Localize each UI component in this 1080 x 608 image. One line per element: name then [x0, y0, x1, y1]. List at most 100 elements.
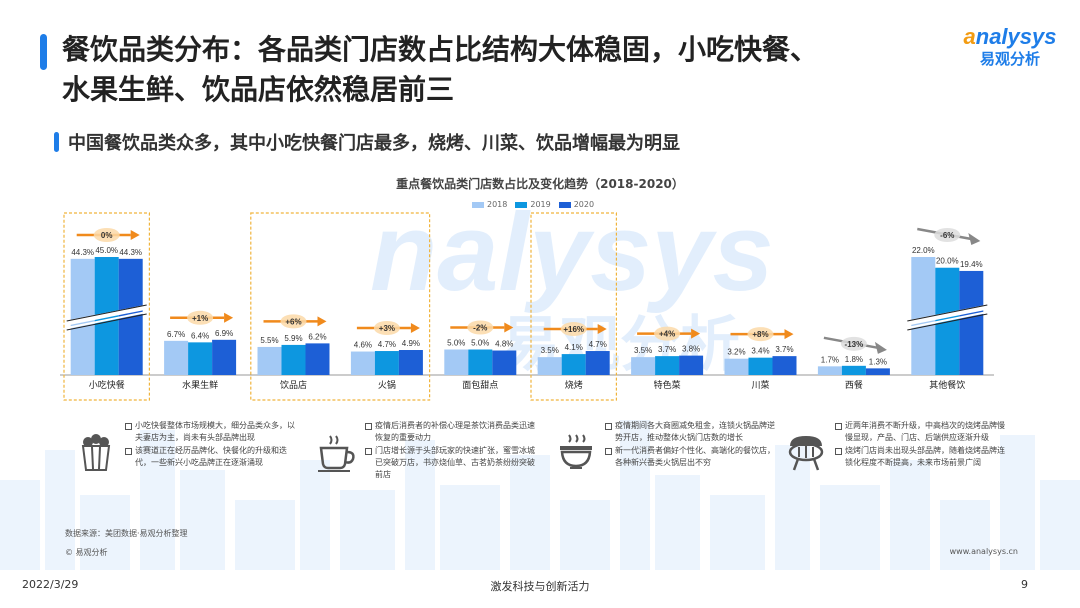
change-bubble [747, 327, 774, 342]
bar-value-label: 4.7% [378, 340, 396, 349]
axis-break-mark [66, 311, 147, 329]
bar-value-label: 5.0% [471, 339, 489, 348]
bar-value-label: 3.7% [658, 345, 676, 354]
subtitle-accent-bar [54, 132, 59, 152]
bar-2020-3 [305, 343, 330, 375]
bar-2019-6 [561, 354, 586, 375]
title-line-1: 餐饮品类分布：各品类门店数占比结构大体稳固，小吃快餐、 [62, 33, 819, 66]
city-skyline-background [0, 420, 1080, 570]
bar-value-label: 6.7% [167, 330, 185, 339]
note-item: 疫情期间各大商圈减免租金，连锁火锅品牌逆势开店，推动整体火锅门店数的增长 [605, 420, 775, 444]
legend-item-2020: 2020 [558, 200, 595, 209]
bar-2019-9 [841, 365, 866, 375]
bar-2020-8 [772, 356, 797, 375]
note-list: 疫情后消费者的补偿心理是茶饮消费品类迅速恢复的重要动力 门店增长源于头部玩家的快… [365, 420, 535, 482]
change-arrow-head [317, 316, 327, 327]
bar-value-label: 44.3% [119, 248, 142, 257]
change-label: +8% [752, 330, 768, 339]
change-bubble [560, 322, 587, 337]
axis-break-line [907, 313, 988, 331]
change-label: +4% [659, 330, 675, 339]
change-bubble [187, 310, 214, 325]
change-label: +16% [563, 325, 584, 334]
bar-value-label: 4.8% [495, 340, 513, 349]
bar-value-label: 6.4% [191, 331, 209, 340]
bar-value-label: 4.6% [354, 341, 372, 350]
bar-value-label: 22.0% [912, 246, 935, 255]
note-item: 近两年消费不断升级，中高档次的烧烤品牌慢慢显现，产品、门店、后端供应逐渐升级 [835, 420, 1005, 444]
change-arrow-head [504, 322, 514, 333]
bar-2018-6 [537, 357, 562, 375]
note-item: 门店增长源于头部玩家的快速扩张，蜜雪冰城已突破万店，书亦烧仙草、古茗奶茶纷纷突破… [365, 445, 535, 481]
logo-a-letter: a [963, 24, 976, 49]
bar-value-label: 4.7% [589, 340, 607, 349]
bar-2020-2 [212, 339, 237, 375]
note-item: 疫情后消费者的补偿心理是茶饮消费品类迅速恢复的重要动力 [365, 420, 535, 444]
legend-label-2019: 2019 [530, 200, 551, 209]
note-list: 小吃快餐整体市场规模大，细分品类众多，以夫妻店为主，尚未有头部品牌出现 该赛道正… [125, 420, 295, 470]
bar-value-label: 1.7% [821, 355, 839, 364]
change-bubble [934, 228, 961, 242]
change-bubble [840, 336, 867, 351]
note-snack: 小吃快餐整体市场规模大，细分品类众多，以夫妻店为主，尚未有头部品牌出现 该赛道正… [75, 420, 295, 510]
footer-slogan: 激发科技与创新活力 [490, 580, 590, 593]
legend-swatch-2019 [515, 201, 528, 208]
bar-value-label: 4.1% [565, 343, 583, 352]
change-label: -6% [940, 231, 954, 240]
bar-2018-5 [444, 349, 469, 375]
category-label: 水果生鲜 [182, 379, 218, 391]
bar-value-label: 3.5% [634, 346, 652, 355]
change-label: -2% [473, 324, 487, 333]
category-label: 川菜 [751, 379, 769, 391]
change-arrow-head [130, 230, 140, 240]
bar-2018-8 [724, 358, 749, 375]
category-label: 其他餐饮 [929, 379, 965, 391]
bar-2020-10 [959, 270, 984, 375]
change-arrow-head [597, 324, 607, 335]
hotpot-icon [560, 434, 592, 469]
logo-chinese: 易观分析 [979, 50, 1040, 68]
title-line-2: 水果生鲜、饮品店依然稳居前三 [62, 73, 455, 106]
axis-break-line [66, 313, 147, 331]
axis-break-mark [907, 311, 988, 329]
bar-value-label: 5.5% [260, 336, 278, 345]
change-bubble [280, 314, 307, 329]
data-source: 数据来源：美团数据·易观分析整理 [65, 529, 188, 538]
category-label: 面包甜点 [462, 379, 498, 391]
axis-break-line [66, 304, 147, 322]
change-arrow-head [784, 329, 794, 340]
analysys-logo: analysys 易观分析 [960, 24, 1060, 69]
bar-value-label: 3.7% [775, 345, 793, 354]
note-drink: 疫情后消费者的补偿心理是茶饮消费品类迅速恢复的重要动力 门店增长源于头部玩家的快… [315, 420, 535, 510]
legend-swatch-2020 [558, 201, 571, 208]
change-label: 0% [101, 231, 113, 240]
popcorn-icon [81, 434, 111, 471]
legend-label-2020: 2020 [573, 200, 595, 209]
coffee-cup-icon [318, 435, 355, 472]
website-link[interactable]: www.analysys.cn [949, 547, 1018, 556]
highlight-box [63, 212, 151, 401]
category-label: 烧烤 [565, 379, 583, 391]
bar-value-label: 3.5% [541, 346, 559, 355]
bar-2020-7 [679, 355, 704, 375]
category-label: 饮品店 [280, 379, 307, 391]
bar-2019-3 [281, 344, 306, 375]
note-list: 疫情期间各大商圈减免租金，连锁火锅品牌逆势开店，推动整体火锅门店数的增长 新一代… [605, 420, 775, 470]
bar-value-label: 20.0% [936, 257, 959, 266]
change-bubble [373, 321, 400, 336]
highlight-box [250, 212, 431, 401]
legend-item-2019: 2019 [515, 200, 551, 209]
change-arrow-head [691, 328, 701, 339]
chart-title: 重点餐饮品类门店数占比及变化趋势（2018-2020） [396, 177, 684, 191]
note-hotpot: 疫情期间各大商圈减免租金，连锁火锅品牌逆势开店，推动整体火锅门店数的增长 新一代… [555, 420, 775, 510]
note-item: 该赛道正在经历品牌化、快餐化的升级和迭代，一些新兴小吃品牌正在逐渐涌现 [125, 445, 295, 469]
bar-2018-3 [257, 346, 282, 375]
change-bubble [654, 326, 681, 341]
category-label: 小吃快餐 [89, 379, 125, 391]
bar-value-label: 3.2% [727, 348, 745, 357]
page-title: 餐饮品类分布：各品类门店数占比结构大体稳固，小吃快餐、 水果生鲜、饮品店依然稳居… [62, 30, 942, 110]
page-number: 9 [1021, 578, 1028, 591]
bar-value-label: 45.0% [95, 246, 118, 255]
bar-2019-7 [655, 356, 680, 375]
legend-label-2018: 2018 [487, 200, 508, 209]
